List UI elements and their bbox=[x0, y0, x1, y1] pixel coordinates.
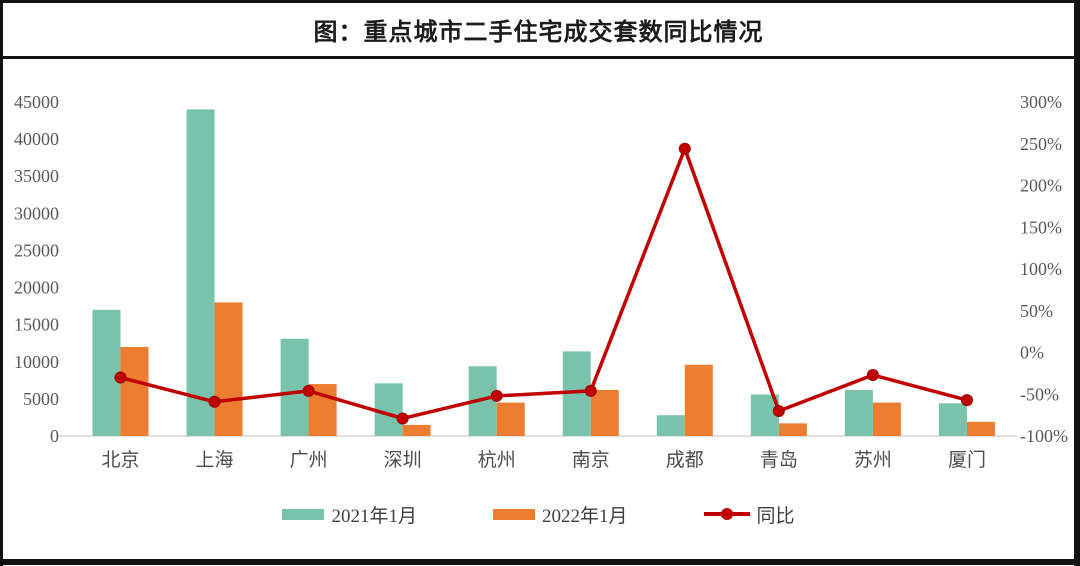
left-axis-tick-label: 30000 bbox=[14, 203, 59, 223]
left-axis-tick-label: 45000 bbox=[14, 92, 59, 112]
chart-title: 图：重点城市二手住宅成交套数同比情况 bbox=[313, 20, 764, 46]
bar bbox=[186, 109, 215, 436]
bar bbox=[374, 383, 403, 436]
bar bbox=[844, 389, 873, 436]
left-axis-tick-label: 10000 bbox=[14, 352, 59, 372]
right-axis-labels: 300% 250% 200% 150% 100% 50% 0% -50% -100% bbox=[1020, 92, 1068, 446]
chart-legend: 2021年1月 2022年1月 同比 bbox=[3, 496, 1074, 532]
bar bbox=[496, 402, 525, 436]
bottom-border-bar bbox=[3, 559, 1074, 565]
legend-bar-swatch-icon bbox=[282, 508, 325, 520]
right-axis-tick-label: 0% bbox=[1020, 343, 1044, 363]
combo-chart: 0 5000 10000 15000 20000 25000 30000 35000 40000… bbox=[14, 92, 1068, 471]
legend-item-yoy: 同比 bbox=[703, 501, 795, 528]
bar bbox=[120, 346, 149, 436]
legend-label: 同比 bbox=[756, 505, 795, 527]
legend-label: 2022年1月 bbox=[541, 505, 628, 527]
left-axis-tick-label: 0 bbox=[50, 426, 59, 446]
right-axis-tick-label: -100% bbox=[1020, 426, 1068, 446]
right-axis-tick-label: -50% bbox=[1020, 384, 1059, 404]
yoy-line-marker bbox=[114, 371, 127, 384]
category-label: 苏州 bbox=[854, 449, 892, 471]
legend-item-2021年1月: 2021年1月 bbox=[282, 501, 417, 528]
left-axis-tick-label: 35000 bbox=[14, 166, 59, 186]
bar bbox=[684, 364, 713, 436]
right-axis-tick-label: 100% bbox=[1020, 259, 1062, 279]
category-label: 青岛 bbox=[760, 449, 798, 471]
left-axis-tick-label: 5000 bbox=[23, 389, 59, 409]
category-label: 北京 bbox=[101, 449, 139, 471]
yoy-line-marker bbox=[866, 369, 879, 382]
legend-bar-swatch-icon bbox=[492, 508, 535, 520]
yoy-line bbox=[120, 147, 968, 421]
right-axis-tick-label: 300% bbox=[1020, 92, 1062, 112]
bar bbox=[778, 423, 807, 436]
category-label: 南京 bbox=[572, 449, 610, 471]
bar-series-2022 bbox=[120, 302, 995, 436]
chart-title-bar: 图：重点城市二手住宅成交套数同比情况 bbox=[3, 3, 1074, 59]
legend-line-swatch-icon bbox=[703, 508, 750, 520]
yoy-line-marker bbox=[960, 394, 973, 407]
left-axis-tick-label: 15000 bbox=[14, 315, 59, 335]
category-label: 杭州 bbox=[478, 449, 516, 471]
yoy-line-marker bbox=[396, 412, 409, 425]
right-axis-tick-label: 150% bbox=[1020, 217, 1062, 237]
yoy-line-marker bbox=[678, 142, 691, 155]
bar bbox=[656, 415, 685, 436]
category-label: 上海 bbox=[196, 449, 234, 471]
bar bbox=[590, 389, 619, 436]
bar bbox=[92, 309, 121, 436]
bar bbox=[938, 403, 967, 436]
bar bbox=[214, 302, 243, 436]
yoy-line-marker bbox=[302, 384, 315, 397]
bar bbox=[872, 402, 901, 436]
left-axis-labels: 0 5000 10000 15000 20000 25000 30000 35000 40000… bbox=[14, 92, 59, 446]
yoy-line-marker bbox=[584, 384, 597, 397]
legend-item-2022年1月: 2022年1月 bbox=[492, 501, 628, 528]
yoy-line-series bbox=[114, 142, 973, 425]
category-label: 厦门 bbox=[948, 449, 986, 471]
left-axis-tick-label: 40000 bbox=[14, 129, 59, 149]
category-label: 广州 bbox=[290, 449, 328, 471]
right-axis-tick-label: 200% bbox=[1020, 176, 1062, 196]
left-axis-tick-label: 25000 bbox=[14, 240, 59, 260]
category-label: 深圳 bbox=[384, 449, 422, 471]
left-axis-tick-label: 20000 bbox=[14, 278, 59, 298]
legend-label: 2021年1月 bbox=[331, 505, 417, 527]
legend-line-marker-icon bbox=[720, 508, 733, 520]
x-axis-category-labels: 北京 上海 广州 深圳 杭州 南京 成都 青岛 苏州 厦门 bbox=[101, 449, 985, 471]
yoy-line-marker bbox=[772, 404, 785, 417]
yoy-line-marker bbox=[490, 389, 503, 402]
right-axis-tick-label: 50% bbox=[1020, 301, 1053, 321]
bar bbox=[402, 424, 431, 436]
yoy-line-marker bbox=[208, 395, 221, 408]
right-axis-tick-label: 250% bbox=[1020, 134, 1062, 154]
bar bbox=[966, 421, 995, 436]
category-label: 成都 bbox=[666, 449, 704, 471]
